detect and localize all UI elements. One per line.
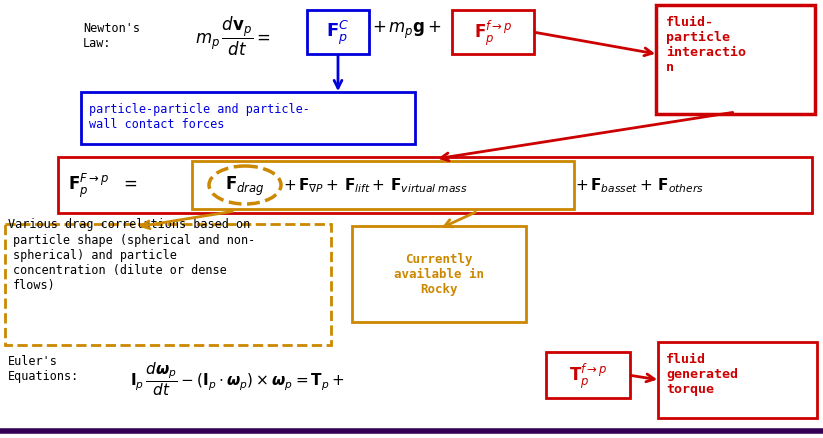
FancyBboxPatch shape	[58, 158, 812, 213]
Text: $\mathbf{F}_p^C$: $\mathbf{F}_p^C$	[327, 19, 350, 47]
Text: $+\,\mathbf{F}_{\nabla P}+\,\mathbf{F}_{lift}+\,\mathbf{F}_{virtual\;mass}$: $+\,\mathbf{F}_{\nabla P}+\,\mathbf{F}_{…	[283, 176, 467, 195]
FancyBboxPatch shape	[192, 162, 574, 209]
FancyBboxPatch shape	[5, 225, 331, 345]
Text: Various drag correlations based on: Various drag correlations based on	[8, 218, 250, 230]
Text: $\mathbf{F}_p^{F\rightarrow p}$  $=$: $\mathbf{F}_p^{F\rightarrow p}$ $=$	[68, 171, 137, 200]
Text: $\mathbf{F}_p^{f\rightarrow p}$: $\mathbf{F}_p^{f\rightarrow p}$	[473, 18, 513, 48]
Text: fluid-
particle
interactio
n: fluid- particle interactio n	[666, 16, 746, 74]
Text: $+\,\mathbf{F}_{basset}+\,\mathbf{F}_{others}$: $+\,\mathbf{F}_{basset}+\,\mathbf{F}_{ot…	[575, 176, 704, 195]
FancyBboxPatch shape	[352, 226, 526, 322]
FancyBboxPatch shape	[81, 93, 415, 145]
Text: $m_p \, \dfrac{d\mathbf{v}_p}{dt}=$: $m_p \, \dfrac{d\mathbf{v}_p}{dt}=$	[195, 15, 271, 58]
Text: fluid
generated
torque: fluid generated torque	[666, 352, 738, 395]
Text: Currently
available in
Rocky: Currently available in Rocky	[394, 253, 484, 296]
Text: $\mathbf{I}_p\,\dfrac{d\boldsymbol{\omega}_p}{dt}-\left(\mathbf{I}_p\cdot\boldsy: $\mathbf{I}_p\,\dfrac{d\boldsymbol{\omeg…	[130, 359, 345, 397]
Text: particle-particle and particle-
wall contact forces: particle-particle and particle- wall con…	[89, 103, 310, 131]
Text: Euler's
Equations:: Euler's Equations:	[8, 354, 79, 382]
Text: Newton's
Law:: Newton's Law:	[83, 22, 140, 50]
FancyBboxPatch shape	[307, 11, 369, 55]
FancyBboxPatch shape	[656, 6, 815, 115]
FancyBboxPatch shape	[546, 352, 630, 398]
FancyBboxPatch shape	[452, 11, 534, 55]
Text: $\mathbf{F}_{drag}$: $\mathbf{F}_{drag}$	[226, 174, 265, 197]
Text: $\mathbf{T}_p^{f\rightarrow p}$: $\mathbf{T}_p^{f\rightarrow p}$	[569, 360, 607, 390]
Text: particle shape (spherical and non-
spherical) and particle
concentration (dilute: particle shape (spherical and non- spher…	[13, 233, 255, 291]
FancyBboxPatch shape	[658, 342, 817, 418]
Text: $+\,m_p\mathbf{g}+$: $+\,m_p\mathbf{g}+$	[372, 20, 442, 41]
